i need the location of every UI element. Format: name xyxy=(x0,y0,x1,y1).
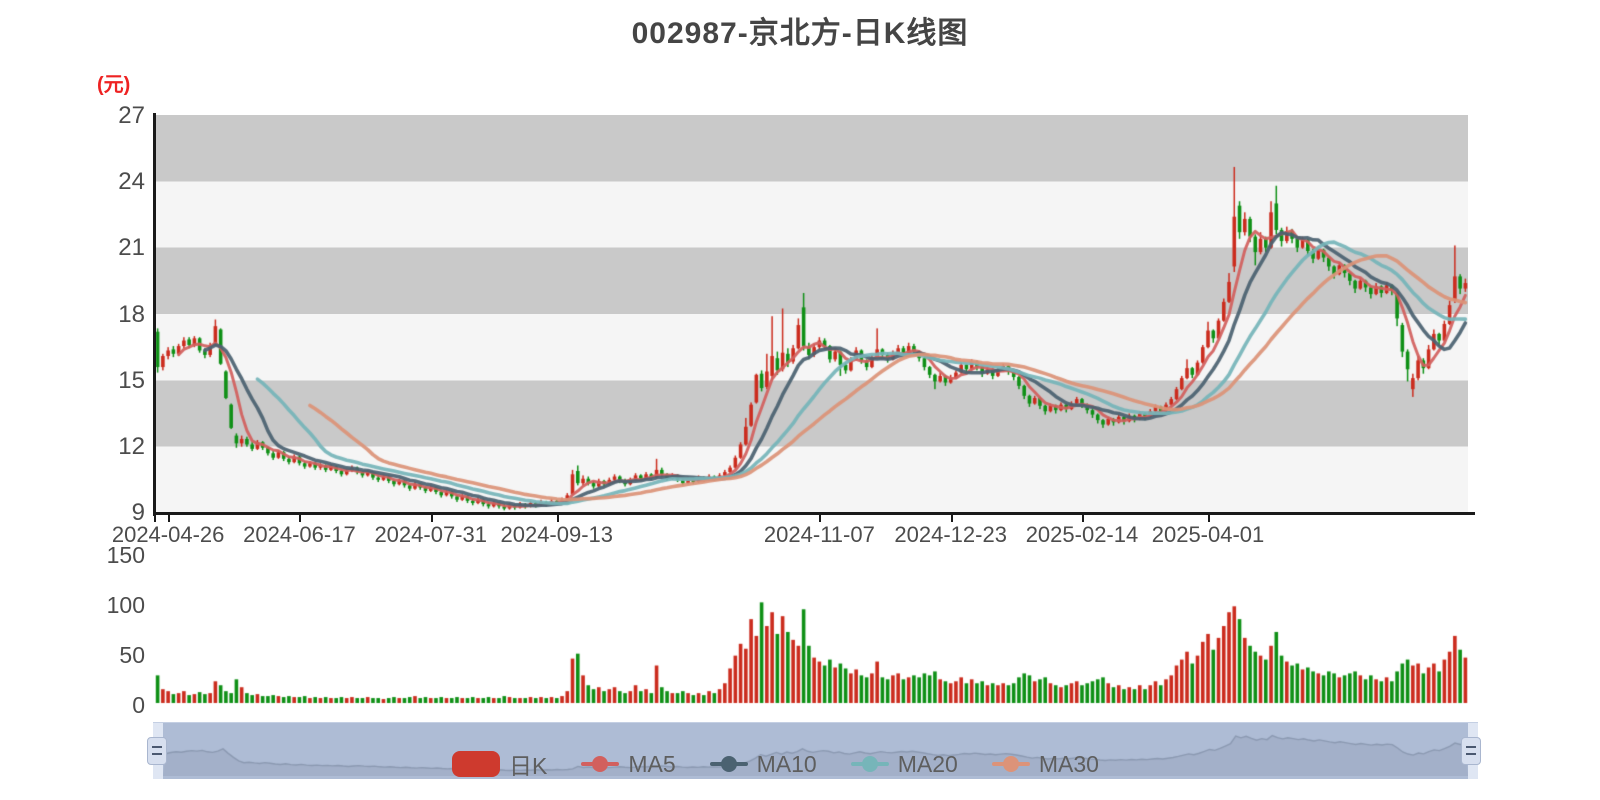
x-tick-mark xyxy=(168,514,171,522)
price-tick-27: 27 xyxy=(118,102,145,129)
x-tick-mark xyxy=(1208,514,1211,522)
x-tick-mark xyxy=(430,514,433,522)
volume-tick-0: 0 xyxy=(132,692,145,718)
price-tick-21: 21 xyxy=(118,234,145,261)
price-tick-24: 24 xyxy=(118,168,145,195)
price-tick-9: 9 xyxy=(131,499,145,526)
x-axis-line xyxy=(153,512,1475,515)
volume-bars-canvas[interactable] xyxy=(155,555,1468,705)
ma30-line-swatch-icon xyxy=(991,756,1030,772)
x-label-2024-07-31: 2024-07-31 xyxy=(374,522,487,547)
volume-tick-100: 100 xyxy=(106,592,145,618)
price-tick-15: 15 xyxy=(118,367,145,394)
candle-series-swatch-icon xyxy=(452,751,500,777)
x-tick-mark xyxy=(819,514,822,522)
x-tick-mark xyxy=(1081,514,1084,522)
price-candlestick-canvas[interactable] xyxy=(155,115,1468,513)
ma5-line-swatch-icon xyxy=(581,756,620,772)
legend-label: MA30 xyxy=(1038,750,1099,777)
x-tick-mark xyxy=(154,514,156,522)
chart-legend: 日K MA5 MA10 MA20 MA30 xyxy=(452,742,1099,786)
legend-label: 日K xyxy=(509,753,548,779)
datazoom-slider[interactable] xyxy=(153,722,1478,781)
legend-item-ma10[interactable]: MA10 xyxy=(709,750,817,778)
legend-label: MA5 xyxy=(628,750,676,777)
ma20-line-swatch-icon xyxy=(850,756,889,772)
x-label-2024-06-17: 2024-06-17 xyxy=(243,522,356,547)
page-title: 002987-京北方-日K线图 xyxy=(631,17,969,50)
datazoom-profile-canvas xyxy=(163,723,1468,776)
x-label-2025-02-14: 2025-02-14 xyxy=(1025,522,1139,547)
legend-item-rik[interactable]: 日K xyxy=(452,747,547,781)
handle-grip-line xyxy=(1466,753,1476,755)
legend-item-ma20[interactable]: MA20 xyxy=(850,750,958,778)
handle-grip-line xyxy=(152,746,162,748)
legend-item-ma30[interactable]: MA30 xyxy=(991,750,1099,778)
price-tick-18: 18 xyxy=(118,301,145,328)
x-label-2024-04-26: 2024-04-26 xyxy=(111,522,225,547)
volume-tick-150: 150 xyxy=(106,542,145,568)
datazoom-right-handle[interactable] xyxy=(1461,737,1481,765)
x-tick-mark xyxy=(299,514,302,522)
x-label-2025-04-01: 2025-04-01 xyxy=(1151,522,1265,547)
price-y-axis-line xyxy=(153,113,156,516)
price-unit-label: (元) xyxy=(97,74,131,96)
x-tick-mark xyxy=(556,514,559,522)
volume-tick-50: 50 xyxy=(119,642,145,668)
ma10-line-swatch-icon xyxy=(709,756,748,772)
price-tick-12: 12 xyxy=(118,433,145,460)
x-label-2024-12-23: 2024-12-23 xyxy=(894,522,1007,547)
handle-grip-line xyxy=(152,753,162,755)
x-label-2024-11-07: 2024-11-07 xyxy=(763,522,875,547)
datazoom-left-handle[interactable] xyxy=(147,737,167,765)
x-label-2024-09-13: 2024-09-13 xyxy=(500,522,614,547)
legend-item-ma5[interactable]: MA5 xyxy=(581,750,676,778)
legend-label: MA20 xyxy=(897,750,958,777)
x-tick-mark xyxy=(950,514,953,522)
handle-grip-line xyxy=(1466,746,1476,748)
legend-label: MA10 xyxy=(756,750,817,777)
